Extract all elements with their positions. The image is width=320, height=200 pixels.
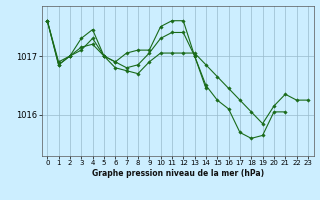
- X-axis label: Graphe pression niveau de la mer (hPa): Graphe pression niveau de la mer (hPa): [92, 169, 264, 178]
